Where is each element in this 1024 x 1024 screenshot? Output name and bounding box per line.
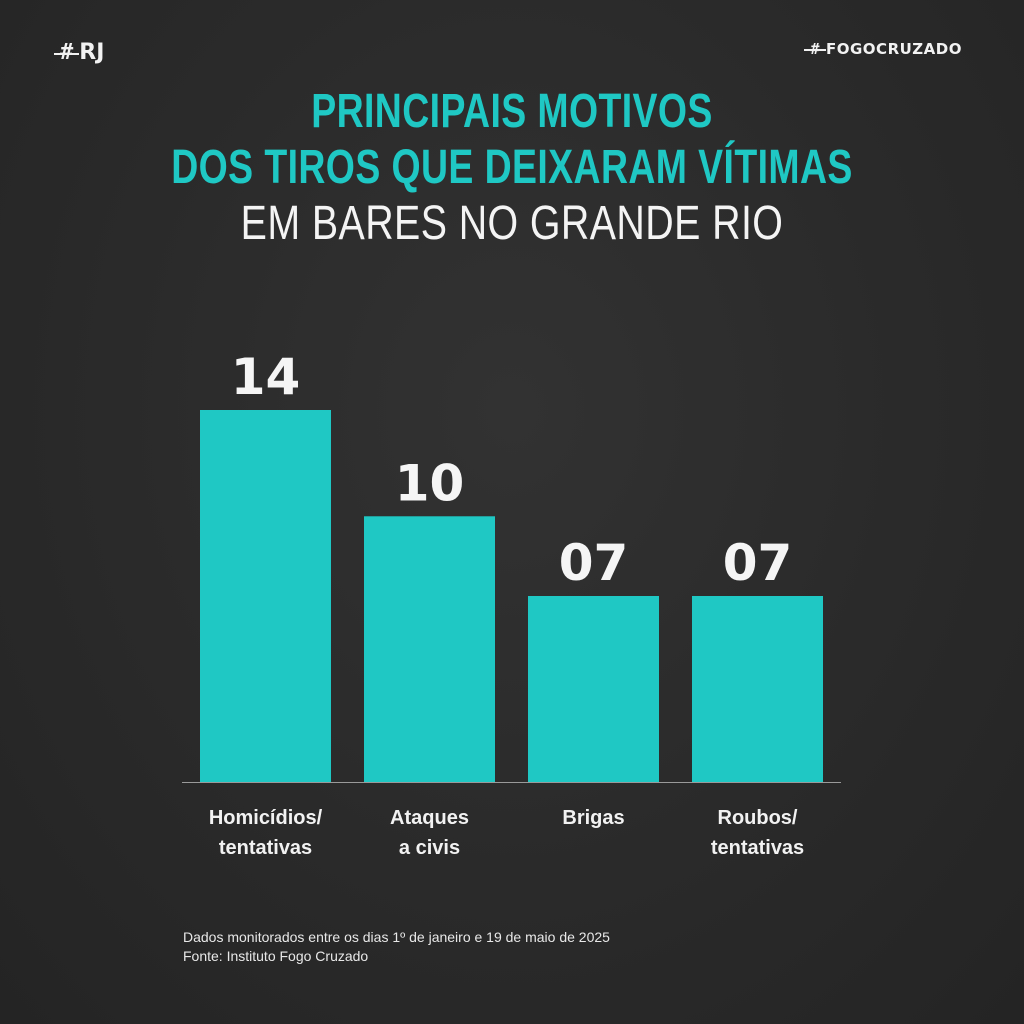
bar-2	[528, 596, 659, 782]
fogo-cruzado-logo: # FOGOCRUZADO	[804, 40, 962, 58]
value-label-2: 07	[559, 534, 629, 592]
chart-title: PRINCIPAIS MOTIVOS DOS TIROS QUE DEIXARA…	[0, 88, 1024, 248]
fogo-cruzado-logo-text: FOGOCRUZADO	[826, 40, 962, 58]
title-line-3: EM BARES NO GRANDE RIO	[240, 197, 784, 250]
bar-1	[364, 516, 495, 782]
bar-0	[200, 410, 331, 782]
category-label-3-1: tentativas	[711, 837, 804, 859]
value-label-1: 10	[395, 454, 465, 512]
title-line-2: DOS TIROS QUE DEIXARAM VÍTIMAS	[171, 141, 853, 194]
hash-icon: #	[804, 40, 826, 58]
hash-icon: #	[53, 40, 80, 65]
footnote-date-range: Dados monitorados entre os dias 1º de ja…	[183, 929, 610, 945]
bar-3	[692, 596, 823, 782]
category-label-1-0: Ataques	[390, 807, 469, 829]
rj-logo-text: RJ	[79, 40, 105, 65]
category-label-0-1: tentativas	[219, 837, 312, 859]
value-label-0: 14	[231, 348, 301, 406]
category-label-3-0: Roubos/	[718, 807, 798, 829]
category-label-0-0: Homicídios/	[209, 807, 323, 829]
footnote: Dados monitorados entre os dias 1º de ja…	[183, 928, 610, 966]
rj-logo: # RJ	[53, 40, 105, 65]
footnote-source: Fonte: Instituto Fogo Cruzado	[183, 948, 369, 964]
title-line-1: PRINCIPAIS MOTIVOS	[311, 85, 713, 138]
category-label-2-0: Brigas	[562, 807, 624, 829]
value-label-3: 07	[723, 534, 793, 592]
category-label-1-1: a civis	[399, 837, 460, 859]
